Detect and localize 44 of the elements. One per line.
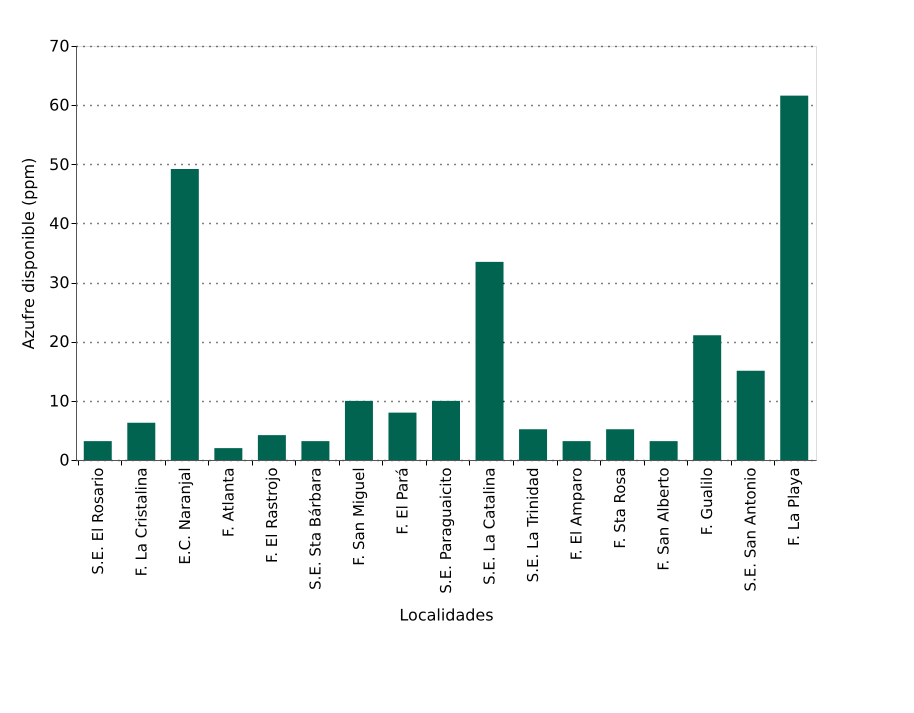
x-tick-label: S.E. Paraguaicito [437,468,455,594]
x-axis-title: Localidades [399,606,494,625]
bar [650,441,678,460]
bar [258,435,286,460]
y-tick-label: 20 [49,332,70,352]
bar [301,441,330,460]
y-tick-label: 60 [49,96,70,115]
y-tick-label: 0 [59,450,70,470]
bar [519,429,548,460]
x-tick-label: S.E. La Catalina [480,468,499,585]
x-tick-label: F. Atlanta [219,468,238,538]
x-tick-label: S.E. El Rosario [88,468,107,575]
y-tick-label: 70 [49,36,70,56]
x-tick-label: F. San Alberto [654,468,673,571]
y-tick-label: 10 [49,391,70,410]
x-tick-label: F. El Amparo [568,468,586,560]
bar [606,429,634,460]
bar [84,441,112,460]
bar [476,262,504,460]
x-tick-label: F. Sta Rosa [611,468,630,549]
x-tick-label: S.E. Sta Bárbara [306,468,324,590]
x-tick-label: F. Gualilo [698,468,716,536]
bar [736,370,765,460]
y-tick-label: 40 [49,214,70,233]
bar [780,96,808,460]
x-tick-label: S.E. San Antonio [742,468,760,592]
bar [432,400,460,460]
x-tick-label: S.E. La Trinidad [524,468,542,582]
y-tick-label: 50 [49,154,70,174]
bar [127,422,156,460]
bar [693,335,722,460]
bar [344,400,373,460]
x-tick-label: E.C. Naranjal [176,468,194,565]
bar [170,169,199,460]
bar [214,448,242,460]
y-axis-title: Azufre disponible (ppm) [19,158,38,350]
x-tick-label: F. La Cristalina [132,468,150,576]
y-tick-label: 30 [49,273,70,292]
bar [388,412,416,460]
x-tick-label: F. El Rastrojo [262,468,281,564]
bar [562,441,591,460]
x-tick-label: F. La Playa [785,468,804,546]
x-tick-label: F. El Pará [393,468,412,535]
x-tick-label: F. San Miguel [350,468,368,566]
